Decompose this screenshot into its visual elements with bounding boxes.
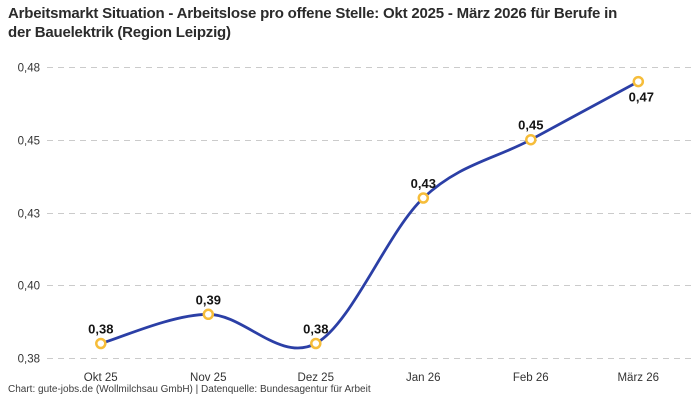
y-tick-label: 0,43 [18,209,40,221]
data-point-marker [310,337,322,350]
data-point-marker [95,337,107,350]
series-line [99,80,640,350]
data-point-label: 0,45 [518,118,543,133]
x-tick-label: März 26 [617,372,659,384]
y-tick-label: 0,48 [18,63,40,75]
y-tick-label: 0,38 [18,354,40,366]
data-point-marker [525,133,537,146]
x-tick-label: Jan 26 [406,372,441,384]
data-point-marker [632,75,645,88]
x-tick-label: Nov 25 [190,372,226,384]
data-point-marker [202,308,215,321]
x-tick-label: Okt 25 [84,372,118,384]
chart-title: Arbeitsmarkt Situation - Arbeitslose pro… [8,5,618,41]
data-point-label: 0,38 [88,322,113,337]
attribution: Chart: gute-jobs.de (Wollmilchsau GmbH) … [8,384,371,395]
data-point-label: 0,38 [303,322,328,337]
data-point-label: 0,47 [629,90,654,105]
x-tick-label: Dez 25 [298,372,334,384]
y-tick-label: 0,40 [18,281,40,293]
data-point-label: 0,43 [411,176,436,191]
data-point-label: 0,39 [196,292,221,307]
y-tick-label: 0,45 [18,136,40,148]
x-tick-label: Feb 26 [513,372,549,384]
data-point-marker [417,192,430,204]
